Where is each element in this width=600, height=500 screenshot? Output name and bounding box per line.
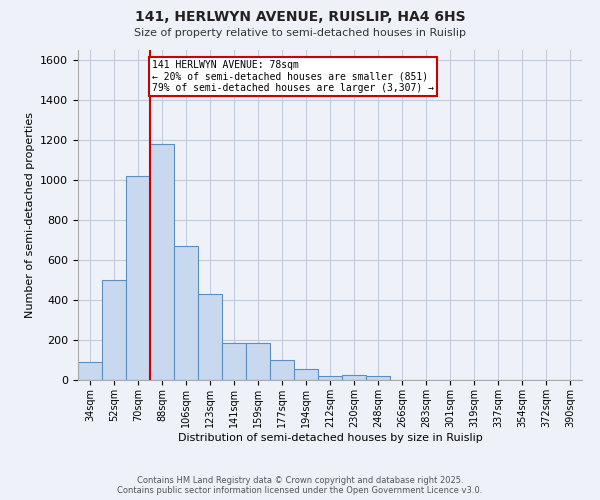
Text: Contains HM Land Registry data © Crown copyright and database right 2025.
Contai: Contains HM Land Registry data © Crown c… [118, 476, 482, 495]
Bar [318, 376, 342, 380]
Text: 141, HERLWYN AVENUE, RUISLIP, HA4 6HS: 141, HERLWYN AVENUE, RUISLIP, HA4 6HS [134, 10, 466, 24]
Bar [270, 360, 294, 380]
Bar [102, 280, 126, 380]
Text: 141 HERLWYN AVENUE: 78sqm
← 20% of semi-detached houses are smaller (851)
79% of: 141 HERLWYN AVENUE: 78sqm ← 20% of semi-… [152, 60, 434, 93]
Bar [342, 375, 366, 380]
Bar [126, 176, 150, 380]
X-axis label: Distribution of semi-detached houses by size in Ruislip: Distribution of semi-detached houses by … [178, 432, 482, 442]
Bar [222, 343, 246, 380]
Bar [366, 376, 390, 380]
Bar [294, 369, 318, 380]
Bar [246, 343, 270, 380]
Text: Size of property relative to semi-detached houses in Ruislip: Size of property relative to semi-detach… [134, 28, 466, 38]
Bar [150, 144, 174, 380]
Y-axis label: Number of semi-detached properties: Number of semi-detached properties [25, 112, 35, 318]
Bar [174, 246, 198, 380]
Bar [198, 294, 222, 380]
Bar [78, 362, 102, 380]
